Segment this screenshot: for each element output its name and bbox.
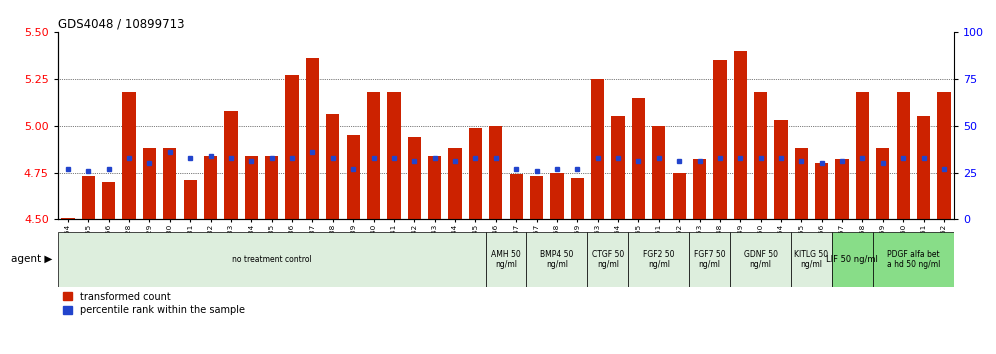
- Bar: [204, 156, 217, 219]
- Bar: [387, 92, 400, 219]
- Text: no treatment control: no treatment control: [232, 255, 312, 264]
- Bar: [612, 116, 624, 219]
- Bar: [265, 156, 278, 219]
- FancyBboxPatch shape: [58, 232, 486, 287]
- Text: KITLG 50
ng/ml: KITLG 50 ng/ml: [795, 250, 829, 269]
- Bar: [530, 176, 543, 219]
- Bar: [347, 135, 360, 219]
- Bar: [591, 79, 605, 219]
- Bar: [306, 58, 319, 219]
- Text: FGF2 50
ng/ml: FGF2 50 ng/ml: [643, 250, 674, 269]
- Bar: [672, 173, 686, 219]
- Bar: [224, 111, 238, 219]
- Bar: [815, 163, 829, 219]
- Bar: [652, 126, 665, 219]
- Legend: transformed count, percentile rank within the sample: transformed count, percentile rank withi…: [63, 292, 245, 315]
- Bar: [286, 75, 299, 219]
- FancyBboxPatch shape: [872, 232, 954, 287]
- Bar: [448, 148, 462, 219]
- Bar: [836, 159, 849, 219]
- Bar: [428, 156, 441, 219]
- Text: CTGF 50
ng/ml: CTGF 50 ng/ml: [592, 250, 623, 269]
- FancyBboxPatch shape: [526, 232, 588, 287]
- FancyBboxPatch shape: [791, 232, 832, 287]
- Bar: [102, 182, 116, 219]
- Bar: [489, 126, 502, 219]
- FancyBboxPatch shape: [730, 232, 791, 287]
- Bar: [510, 175, 523, 219]
- Bar: [469, 127, 482, 219]
- FancyBboxPatch shape: [486, 232, 526, 287]
- Bar: [163, 148, 176, 219]
- Bar: [896, 92, 910, 219]
- Text: agent ▶: agent ▶: [11, 254, 53, 264]
- Bar: [571, 178, 584, 219]
- Text: GDS4048 / 10899713: GDS4048 / 10899713: [58, 18, 184, 31]
- Bar: [774, 120, 788, 219]
- Bar: [917, 116, 930, 219]
- Bar: [550, 173, 564, 219]
- FancyBboxPatch shape: [689, 232, 730, 287]
- Text: LIF 50 ng/ml: LIF 50 ng/ml: [827, 255, 878, 264]
- Bar: [876, 148, 889, 219]
- Bar: [367, 92, 380, 219]
- Bar: [937, 92, 950, 219]
- Text: AMH 50
ng/ml: AMH 50 ng/ml: [491, 250, 521, 269]
- Bar: [123, 92, 135, 219]
- Bar: [734, 51, 747, 219]
- Bar: [713, 60, 726, 219]
- Text: BMP4 50
ng/ml: BMP4 50 ng/ml: [540, 250, 574, 269]
- Text: PDGF alfa bet
a hd 50 ng/ml: PDGF alfa bet a hd 50 ng/ml: [886, 250, 940, 269]
- Bar: [62, 218, 75, 219]
- Bar: [245, 156, 258, 219]
- Bar: [326, 114, 340, 219]
- Bar: [82, 176, 95, 219]
- Text: FGF7 50
ng/ml: FGF7 50 ng/ml: [694, 250, 725, 269]
- FancyBboxPatch shape: [832, 232, 872, 287]
- Bar: [631, 97, 645, 219]
- Bar: [407, 137, 421, 219]
- FancyBboxPatch shape: [628, 232, 689, 287]
- Bar: [183, 180, 197, 219]
- Bar: [795, 148, 808, 219]
- Bar: [142, 148, 156, 219]
- Bar: [856, 92, 870, 219]
- Bar: [754, 92, 767, 219]
- Text: GDNF 50
ng/ml: GDNF 50 ng/ml: [744, 250, 778, 269]
- Bar: [693, 159, 706, 219]
- FancyBboxPatch shape: [588, 232, 628, 287]
